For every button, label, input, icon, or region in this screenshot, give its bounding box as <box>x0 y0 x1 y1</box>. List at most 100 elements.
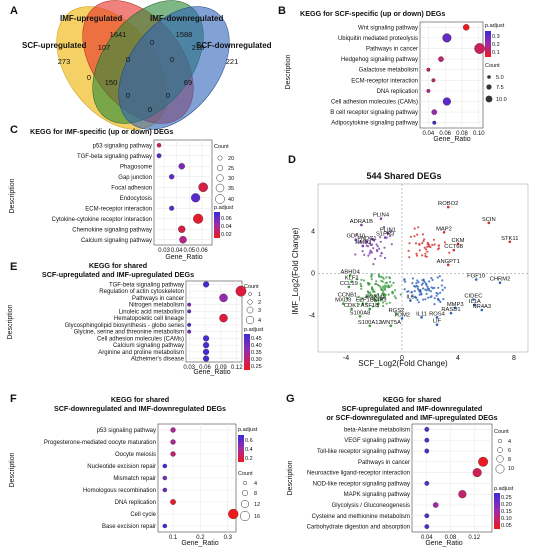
y-tick-label: Pathways in cancer <box>132 296 184 302</box>
y-tick-label: Oocyte meiosis <box>115 452 156 458</box>
legend-tick-padj: 0.15 <box>501 509 512 515</box>
scatter-point <box>379 236 382 239</box>
scatter-point <box>427 245 431 248</box>
labeled-point <box>341 302 345 306</box>
scatter-point <box>388 301 391 304</box>
venn-count: 107 <box>98 43 111 52</box>
scatter-point <box>430 277 433 280</box>
scatter-point <box>420 292 423 295</box>
y-tick-label: Adipocytokine signaling pathway <box>331 121 418 127</box>
x-axis-title: Gene_Ratio <box>181 540 218 547</box>
scatter-point <box>384 293 387 296</box>
scatter-point <box>370 237 373 240</box>
x-tick-label: 0.05 <box>183 248 195 254</box>
y-tick-label: Homologous recombination <box>83 488 156 494</box>
scatter-point <box>380 288 384 291</box>
scatter-point <box>388 276 391 279</box>
legend-tick-count: 16 <box>254 514 260 520</box>
y-tick-label: Phagosome <box>120 164 153 170</box>
scatter-point <box>433 297 436 300</box>
scatter-point <box>380 279 383 282</box>
dot-point <box>170 439 176 445</box>
gene-label: ADRA1B <box>350 219 373 225</box>
y-tick-label: Neuroactive ligand-receptor interaction <box>307 471 410 477</box>
dot-point <box>472 468 482 478</box>
scatter-point <box>411 282 414 285</box>
dot-point <box>426 88 431 93</box>
scatter-point <box>372 263 375 266</box>
labeled-point <box>360 223 363 227</box>
scatter-point <box>435 291 438 295</box>
scatter-point <box>403 288 406 291</box>
y-tick-label: Arginine and proline metabolism <box>98 350 184 356</box>
scatter-point <box>355 241 358 244</box>
chart-title: or SCF-downregulated and IMF-upregulated… <box>326 413 497 422</box>
count-key-dot <box>247 299 253 305</box>
scatter-point <box>355 233 359 236</box>
dot-point <box>170 427 176 433</box>
gene-label: RASD1 <box>441 307 460 313</box>
y-tick-label: Hedgehog signaling pathway <box>341 57 418 63</box>
scatter-point <box>382 277 385 280</box>
labeled-point <box>409 299 412 302</box>
labeled-point <box>350 280 353 283</box>
dotplot-f: 0.1 0.2 0.3 p53 signaling pathway Progestero… <box>44 423 239 541</box>
dot-point <box>170 451 176 457</box>
scatter-point <box>426 250 429 253</box>
count-key-dot <box>241 489 249 497</box>
y-tick-label: beta-Alanine metabolism <box>344 427 410 433</box>
scatter-point <box>393 295 396 298</box>
scatter-point <box>356 278 359 281</box>
gene-label: S100A8 <box>350 310 371 316</box>
scatter-point <box>438 299 441 302</box>
legend-tick-padj: 0.04 <box>221 224 232 230</box>
scatter-point <box>417 281 420 284</box>
plot-frame <box>317 183 529 353</box>
panel-f-dotplot: F KEGG for shared SCF-downregulated and … <box>9 393 260 547</box>
count-key-dot <box>216 174 224 182</box>
legend-tick-padj: 0.2 <box>492 42 500 48</box>
dot-point <box>179 235 187 244</box>
x-axis-title: Gene_Ratio <box>193 369 230 376</box>
venn-count: 0 <box>148 105 152 114</box>
gene-label: IL11 <box>416 311 427 317</box>
labeled-point <box>435 316 439 319</box>
gene-label: E2F1 <box>356 298 370 304</box>
y-axis-title: Description <box>7 304 14 339</box>
panel-label-b: B <box>278 5 286 17</box>
x-tick-label: 0.08 <box>456 131 468 137</box>
dot-point <box>198 182 208 193</box>
y-tick-label: p53 signaling pathway <box>97 428 156 434</box>
labeled-point <box>374 299 377 302</box>
gene-label: IL6 <box>406 295 414 301</box>
venn-count: 0 <box>126 55 130 64</box>
y-tick-label: Glycosphingolipid biosynthesis - globo s… <box>65 323 184 329</box>
chart-title: KEGG for SCF-specific (up or down) DEGs <box>300 9 445 18</box>
gene-label: STK11 <box>501 236 518 242</box>
venn-count: 0 <box>87 73 91 82</box>
dot-point <box>162 487 168 493</box>
panel-label-f: F <box>10 393 17 405</box>
y-tick-label: Progesterone-mediated oocyte maturation <box>44 440 156 446</box>
x-tick-label: 0.06 <box>196 248 208 254</box>
dotplot-e: 0.03 0.06 0.09 0.12 TGF-beta signaling pathw… <box>65 280 247 371</box>
count-key-dot <box>217 155 223 161</box>
y-tick-label: Regulation of actin cytoskeleton <box>99 289 184 295</box>
y-axis-title: Description <box>9 178 16 213</box>
count-key-dot <box>495 464 505 474</box>
scatter-point <box>370 278 373 281</box>
scatter-point <box>426 285 429 288</box>
scatter-point <box>385 276 388 279</box>
labeled-point <box>473 303 477 307</box>
chart-title: SCF-downregulated and IMF-downregulated … <box>54 404 226 413</box>
scatter-point <box>423 246 426 249</box>
scatter-point <box>413 235 416 238</box>
panel-g-dotplot: G KEGG for shared SCF-upregulated and IM… <box>286 393 514 547</box>
scatter-point <box>407 249 410 252</box>
scatter-point <box>373 239 376 242</box>
y-tick-label: Calcium signaling pathway <box>81 238 152 244</box>
y-tick-label: Alzheimer's disease <box>131 357 185 363</box>
scatter-point <box>368 282 371 285</box>
legend-tick-count: 2 <box>258 300 261 306</box>
scatter-point <box>367 254 370 257</box>
